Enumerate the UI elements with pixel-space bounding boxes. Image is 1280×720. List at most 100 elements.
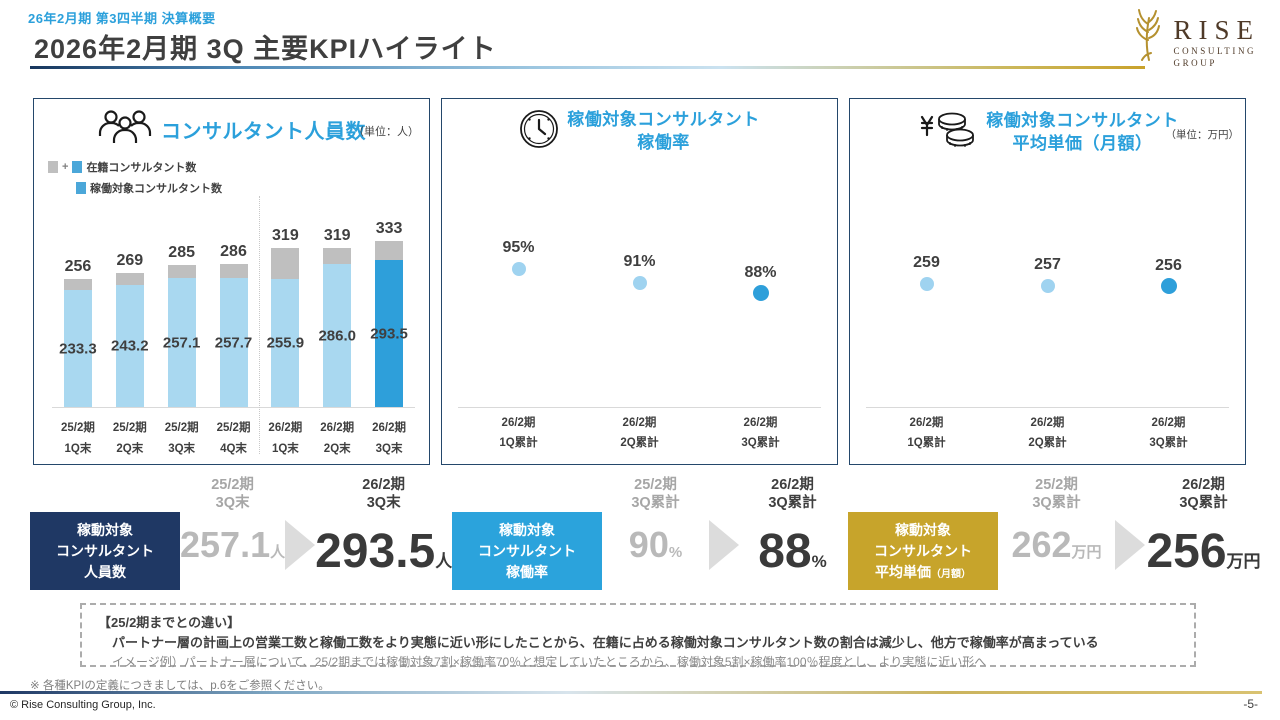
kpi-curr-value: 256万円 — [1146, 525, 1261, 578]
kpi-box-line: コンサルタント — [874, 542, 972, 559]
panel-rate-title-line2: 稼働率 — [637, 132, 690, 152]
data-point-label: 259 — [913, 254, 940, 272]
panel-headcount-title: コンサルタント人員数 — [161, 121, 366, 143]
x-tick-line: 26/2期 — [320, 422, 355, 434]
kpi-prev-column: 25/2期 3Q累計 262万円 — [998, 474, 1115, 566]
x-tick-label: 26/2期 3Q累計 — [716, 407, 806, 454]
legend-swatch-blue — [72, 161, 83, 173]
x-tick-line: 26/2期 — [909, 416, 944, 429]
x-tick-line: 26/2期 — [372, 422, 407, 434]
bar-segment-active: 293.5 — [370, 260, 408, 407]
page-title: 2026年2月期 3Q 主要KPIハイライト — [34, 34, 497, 64]
bar-segment-active: 255.9 — [267, 279, 304, 407]
data-point — [511, 261, 526, 276]
logo-name: RISE — [1173, 15, 1260, 45]
x-tick-label: 26/2期 1Q累計 — [882, 407, 972, 454]
note-example: イメージ例）パートナー層について、25/2期までは稼働対象7割×稼働率70％と想… — [112, 655, 987, 669]
bar-plot-area: 256 233.3 269 243.2 285 257.1 286 257.7 319 255.9… — [52, 205, 415, 407]
panel-consultant-headcount: コンサルタント人員数 （単位：人） + 在籍コンサルタント数 稼働対象コンサルタ… — [33, 98, 430, 465]
kpi-prev-column: 25/2期 3Q累計 90% — [602, 474, 709, 566]
headcount-bar-chart: 256 233.3 269 243.2 285 257.1 286 257.7 319 255.9… — [52, 196, 415, 455]
data-point-label: 88% — [744, 264, 777, 282]
bar-segment-registered — [271, 247, 300, 280]
bar-segment-registered — [323, 247, 352, 264]
panel-average-price: 稼働対象コンサルタント 平均単価（月額） （単位：万円） 259 26/2期 1Q累… — [849, 98, 1246, 465]
data-point — [752, 285, 769, 302]
panel-rate-title: 稼働対象コンサルタント 稼働率 — [567, 109, 760, 155]
bar-column: 333 293.5 — [363, 205, 415, 407]
fiscal-year-divider — [259, 196, 261, 454]
kpi-utilization-label-box: 稼動対象 コンサルタント 稼働率 — [452, 512, 602, 590]
kpi-headcount-label-box: 稼動対象 コンサルタント 人員数 — [30, 512, 180, 590]
company-logo: RISE CONSULTING GROUP — [1130, 8, 1260, 68]
kpi-curr-period: 26/2期 3Q累計 — [768, 477, 817, 512]
kpi-prev-period: 25/2期 3Q末 — [211, 477, 254, 512]
bar-active-label: 293.5 — [370, 325, 408, 343]
bar-total-label: 285 — [168, 243, 195, 261]
kpi-box-line: 稼動対象 — [895, 521, 951, 538]
note-body: パートナー層の計画上の営業工数と稼働工数をより実態に近い形にしたことから、在籍に… — [112, 635, 1099, 650]
footer-divider-line — [0, 691, 1262, 694]
x-tick-line: 1Q末 — [271, 442, 299, 455]
bar-segment-active: 257.7 — [215, 278, 252, 407]
bar-total-label: 333 — [375, 219, 403, 237]
panel-price-title: 稼働対象コンサルタント 平均単価（月額） — [986, 110, 1179, 156]
bar-segment-active: 233.3 — [59, 290, 97, 407]
bar-active-label: 257.1 — [162, 334, 201, 352]
kpi-definition-footnote: ※ 各種KPIの定義につきましては、p.6をご参照ください。 — [30, 680, 330, 692]
x-tick-line: 2Q末 — [323, 442, 351, 455]
page-number: -5- — [1243, 697, 1258, 711]
kpi-prev-period: 25/2期 3Q累計 — [1032, 477, 1081, 512]
data-point — [632, 276, 647, 291]
legend-active: 稼働対象コンサルタント数 — [48, 180, 222, 196]
kpi-box-line: 平均単価（月額） — [875, 563, 971, 580]
kpi-box-line: コンサルタント — [478, 542, 576, 559]
x-tick-label: 26/2期 2Q末 — [311, 412, 363, 455]
logo-sub2: GROUP — [1173, 58, 1217, 68]
kpi-box-line: コンサルタント — [56, 542, 154, 559]
bar-segment-registered — [167, 264, 196, 279]
x-tick-line: 2Q累計 — [620, 437, 659, 450]
data-point — [919, 277, 934, 292]
kpi-box-line: 人員数 — [84, 563, 126, 580]
kpi-box-line: 稼動対象 — [499, 521, 555, 538]
bar-segment-active: 286.0 — [318, 264, 356, 407]
x-tick-label: 26/2期 1Q累計 — [474, 407, 564, 454]
kpi-summary-price: 稼動対象 コンサルタント 平均単価（月額） 25/2期 3Q累計 262万円 2… — [848, 474, 1262, 596]
x-axis-line — [458, 407, 821, 408]
bar-active-label: 243.2 — [111, 337, 149, 355]
kpi-prev-value: 262万円 — [1011, 524, 1102, 565]
panel-utilization-rate: 稼働対象コンサルタント 稼働率 95% 26/2期 1Q累計 91% 26/2期 2Q累計… — [441, 98, 838, 465]
bar-segment-active: 243.2 — [111, 285, 149, 407]
bar-segment-registered — [63, 279, 92, 291]
bar-column: 285 257.1 — [156, 205, 208, 407]
x-tick-label: 25/2期 3Q末 — [156, 412, 208, 455]
kpi-summary-utilization: 稼動対象 コンサルタント 稼働率 25/2期 3Q累計 90% 26/2期 3Q… — [452, 474, 846, 596]
legend-swatch-blue2 — [76, 182, 86, 194]
copyright: © Rise Consulting Group, Inc. — [10, 699, 156, 711]
sprout-icon — [1130, 8, 1166, 67]
arrow-right-icon — [1115, 520, 1145, 570]
bar-segment-registered — [375, 240, 404, 261]
x-tick-line: 2Q末 — [116, 442, 144, 455]
bar-total-label: 319 — [272, 226, 299, 244]
x-tick-label: 25/2期 4Q末 — [208, 412, 260, 455]
money-icon — [916, 109, 978, 156]
legend-registered-label: 在籍コンサルタント数 — [86, 162, 197, 174]
x-tick-line: 26/2期 — [1030, 416, 1065, 429]
kpi-summary-headcount: 稼動対象 コンサルタント 人員数 25/2期 3Q末 257.1人 26/2期 … — [30, 474, 452, 596]
panel-price-title-line2: 平均単価（月額） — [1012, 133, 1153, 153]
difference-note-box: 【25/2期までとの違い】 パートナー層の計画上の営業工数と稼働工数をより実態に… — [80, 603, 1196, 669]
data-point-label: 95% — [502, 238, 535, 256]
x-tick-label: 25/2期 1Q末 — [52, 412, 104, 455]
price-dot-chart: 259 26/2期 1Q累計 257 26/2期 2Q累計 256 26/2期 3Q累計 — [866, 202, 1229, 454]
data-point — [1040, 279, 1055, 294]
title-underline — [30, 66, 1145, 69]
kpi-curr-value: 293.5人 — [315, 525, 453, 578]
bar-segment-registered — [115, 272, 144, 286]
x-tick-line: 25/2期 — [60, 422, 95, 434]
kpi-curr-column: 26/2期 3Q末 293.5人 — [315, 474, 452, 579]
x-axis-line — [52, 407, 415, 408]
bar-column: 319 286.0 — [311, 205, 363, 407]
